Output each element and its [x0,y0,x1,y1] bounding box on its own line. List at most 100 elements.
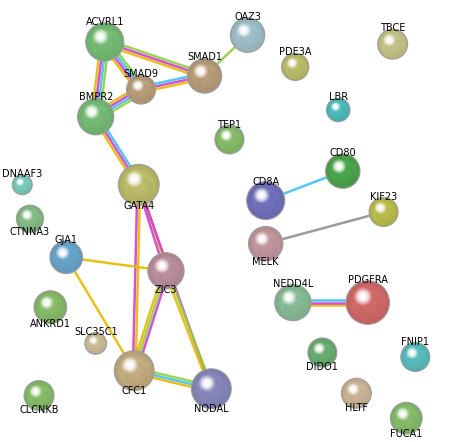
Circle shape [383,34,396,46]
Circle shape [362,296,364,297]
Circle shape [330,102,346,118]
Circle shape [384,35,401,53]
Circle shape [255,233,277,255]
Circle shape [310,340,335,365]
Circle shape [201,72,208,80]
Circle shape [130,175,139,183]
Circle shape [224,133,229,137]
Circle shape [198,70,211,82]
Circle shape [218,128,241,151]
Circle shape [88,335,104,351]
Circle shape [90,27,119,57]
Circle shape [31,388,47,404]
Circle shape [356,290,380,315]
Circle shape [335,107,342,113]
Circle shape [258,192,265,199]
Circle shape [130,176,147,193]
Circle shape [259,237,272,250]
Circle shape [123,359,146,382]
Circle shape [199,377,224,401]
Circle shape [196,373,227,404]
Circle shape [59,249,67,257]
Circle shape [130,78,152,101]
Circle shape [35,392,43,400]
Circle shape [311,341,334,364]
Circle shape [314,343,331,362]
Circle shape [126,362,143,379]
Circle shape [226,135,227,136]
Circle shape [93,340,99,347]
Circle shape [330,158,356,184]
Circle shape [220,130,238,148]
Circle shape [35,390,36,392]
Circle shape [391,403,421,433]
Circle shape [130,175,138,183]
Circle shape [290,61,294,65]
Circle shape [41,298,59,316]
Circle shape [243,29,245,31]
Circle shape [206,382,208,385]
Circle shape [221,131,238,147]
Circle shape [243,30,252,40]
Circle shape [392,404,421,433]
Circle shape [404,345,427,369]
Circle shape [198,374,216,392]
Circle shape [20,209,40,229]
Circle shape [410,351,421,362]
Circle shape [286,57,305,76]
Circle shape [61,252,72,263]
Circle shape [92,339,94,342]
Circle shape [287,59,303,75]
Circle shape [56,247,76,267]
Circle shape [256,191,276,210]
Circle shape [86,334,106,353]
Circle shape [338,165,340,168]
Circle shape [380,207,381,208]
Circle shape [193,65,216,87]
Circle shape [285,294,292,301]
Circle shape [194,65,207,78]
Circle shape [403,345,428,370]
Circle shape [121,357,148,385]
Circle shape [255,190,276,211]
Circle shape [253,232,278,256]
Circle shape [22,211,38,226]
Circle shape [40,296,61,318]
Circle shape [90,337,102,349]
Circle shape [193,370,230,408]
Circle shape [393,405,419,431]
Circle shape [58,250,74,265]
Circle shape [350,285,386,320]
Circle shape [408,351,425,369]
Circle shape [369,198,398,226]
Circle shape [345,382,368,404]
Circle shape [25,381,54,410]
Circle shape [347,383,360,395]
Circle shape [216,126,243,153]
Circle shape [378,29,408,59]
Circle shape [98,34,104,39]
Circle shape [158,262,175,279]
Circle shape [26,215,34,222]
Circle shape [349,283,387,322]
Circle shape [199,70,210,81]
Circle shape [216,126,243,152]
Circle shape [23,212,36,225]
Circle shape [222,131,230,139]
Circle shape [283,55,307,79]
Circle shape [232,19,263,51]
Circle shape [77,99,114,135]
Circle shape [87,335,104,352]
Circle shape [13,175,32,194]
Circle shape [26,383,52,408]
Circle shape [249,184,283,217]
Circle shape [242,29,254,41]
Circle shape [124,360,145,381]
Circle shape [225,134,227,136]
Circle shape [149,254,183,288]
Circle shape [377,204,384,211]
Circle shape [194,372,228,406]
Circle shape [132,176,137,182]
Circle shape [18,180,22,183]
Circle shape [203,380,211,387]
